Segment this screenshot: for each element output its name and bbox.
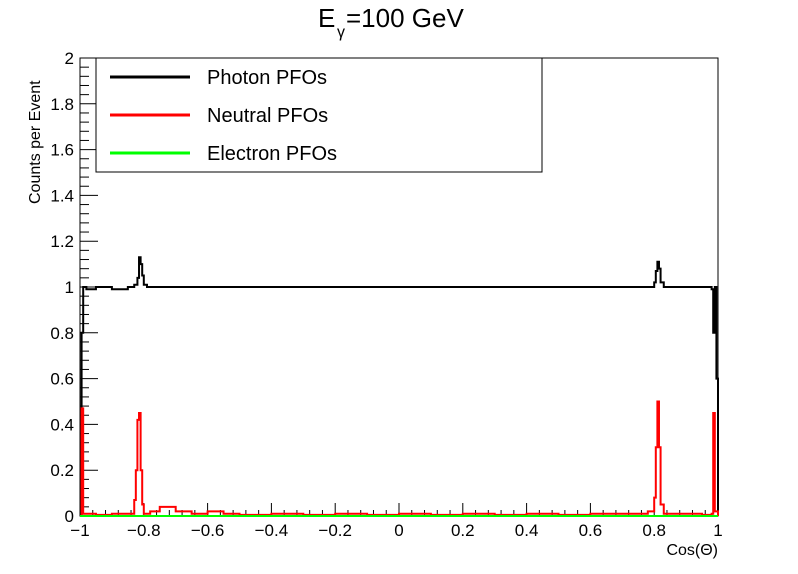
chart-title-main: E [318,3,335,33]
y-tick-label: 1.6 [50,141,74,160]
x-tick-label: −0.4 [255,521,289,540]
legend: Photon PFOs Neutral PFOs Electron PFOs [95,57,543,173]
y-tick-label: 0 [65,507,74,526]
x-tick-label: 0.2 [451,521,475,540]
legend-label-photon: Photon PFOs [207,67,327,89]
y-tick-label: 1.8 [50,95,74,114]
y-axis-title: Counts per Event [27,80,44,204]
series-neutral-pfos [80,400,719,517]
y-tick-label: 2 [65,49,74,68]
x-tick-label: 0.8 [642,521,666,540]
y-tick-label: 0.2 [50,461,74,480]
x-tick-label: −0.6 [191,521,225,540]
legend-label-neutral: Neutral PFOs [207,105,328,127]
series-group [80,256,719,517]
chart-title: E γ =100 GeV [318,3,464,41]
y-tick-label: 0.4 [50,415,74,434]
y-tick-label: 0.6 [50,370,74,389]
x-axis-title: Cos(Θ) [666,542,718,559]
x-tick-label: 1 [713,521,722,540]
y-tick-label: 1 [65,278,74,297]
y-tick-label: 0.8 [50,324,74,343]
chart-title-rest: =100 GeV [346,3,464,33]
chart-title-subscript: γ [337,24,345,41]
x-tick-label: 0 [394,521,403,540]
y-axis-tick-labels: 0 0.2 0.4 0.6 0.8 1 1.2 1.4 1.6 1.8 2 [50,49,74,526]
x-tick-label: 0.6 [579,521,603,540]
x-tick-label: −1 [70,521,89,540]
x-tick-label: 0.4 [515,521,539,540]
legend-label-electron: Electron PFOs [207,143,337,165]
y-tick-label: 1.2 [50,232,74,251]
x-axis-tick-labels: −1 −0.8 −0.6 −0.4 −0.2 0 0.2 0.4 0.6 0.8 1 [70,521,722,540]
x-tick-label: −0.2 [318,521,352,540]
y-axis-ticks [80,57,98,517]
x-tick-label: −0.8 [127,521,161,540]
series-photon-pfos [80,256,719,517]
y-tick-label: 1.4 [50,186,74,205]
